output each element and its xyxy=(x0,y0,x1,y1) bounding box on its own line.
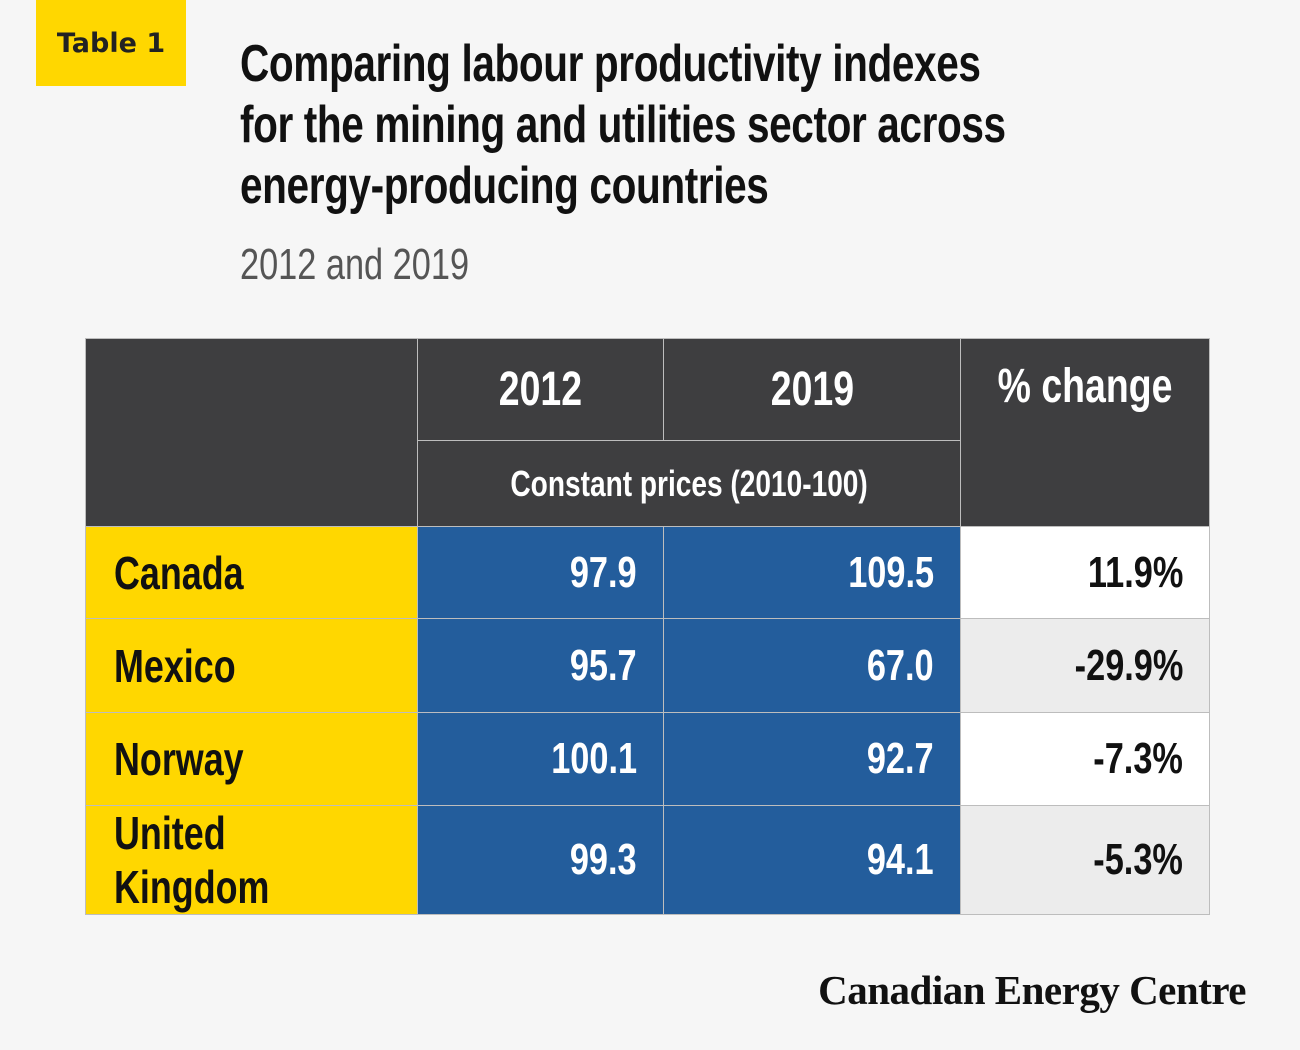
country-cell: Norway xyxy=(85,712,418,806)
title-line: energy-producing countries xyxy=(240,157,769,215)
country-cell: Canada xyxy=(85,526,418,619)
data-table: 2012 2019 % change Constant prices (2010… xyxy=(85,338,1210,915)
header-row: 2012 2019 % change xyxy=(85,338,1210,527)
country-cell: United Kingdom xyxy=(85,805,418,915)
table-row: Mexico 95.7 67.0 -29.9% xyxy=(85,618,1210,713)
column-header-2012: 2012 xyxy=(417,338,664,441)
brand-logo-text: Canadian Energy Centre xyxy=(818,967,1246,1013)
value-2019-cell: 94.1 xyxy=(663,805,961,915)
value-2012-cell: 99.3 xyxy=(417,805,664,915)
value-2019-cell: 109.5 xyxy=(663,526,961,619)
value-2012-cell: 95.7 xyxy=(417,618,664,713)
column-header-2019: 2019 xyxy=(663,338,961,441)
change-cell: 11.9% xyxy=(960,526,1210,619)
chart-title: Comparing labour productivity indexes fo… xyxy=(240,34,1020,217)
header-empty-cell xyxy=(85,338,418,527)
subheader-row: Constant prices (2010-100) xyxy=(86,440,1210,527)
change-cell: -29.9% xyxy=(960,618,1210,713)
column-subheader: Constant prices (2010-100) xyxy=(417,440,961,527)
change-cell: -5.3% xyxy=(960,805,1210,915)
value-2019-cell: 92.7 xyxy=(663,712,961,806)
value-2012-cell: 100.1 xyxy=(417,712,664,806)
value-2019-cell: 67.0 xyxy=(663,618,961,713)
chart-subtitle: 2012 and 2019 xyxy=(240,240,470,289)
table-row: Canada 97.9 109.5 11.9% xyxy=(85,526,1210,619)
country-cell: Mexico xyxy=(85,618,418,713)
column-header-change: % change xyxy=(960,338,1210,527)
table-number-badge: Table 1 xyxy=(36,0,186,86)
table-row: United Kingdom 99.3 94.1 -5.3% xyxy=(85,805,1210,915)
title-line: for the mining and utilities sector acro… xyxy=(240,96,1006,154)
title-line: Comparing labour productivity indexes xyxy=(240,35,981,93)
change-cell: -7.3% xyxy=(960,712,1210,806)
value-2012-cell: 97.9 xyxy=(417,526,664,619)
table-row: Norway 100.1 92.7 -7.3% xyxy=(85,712,1210,806)
